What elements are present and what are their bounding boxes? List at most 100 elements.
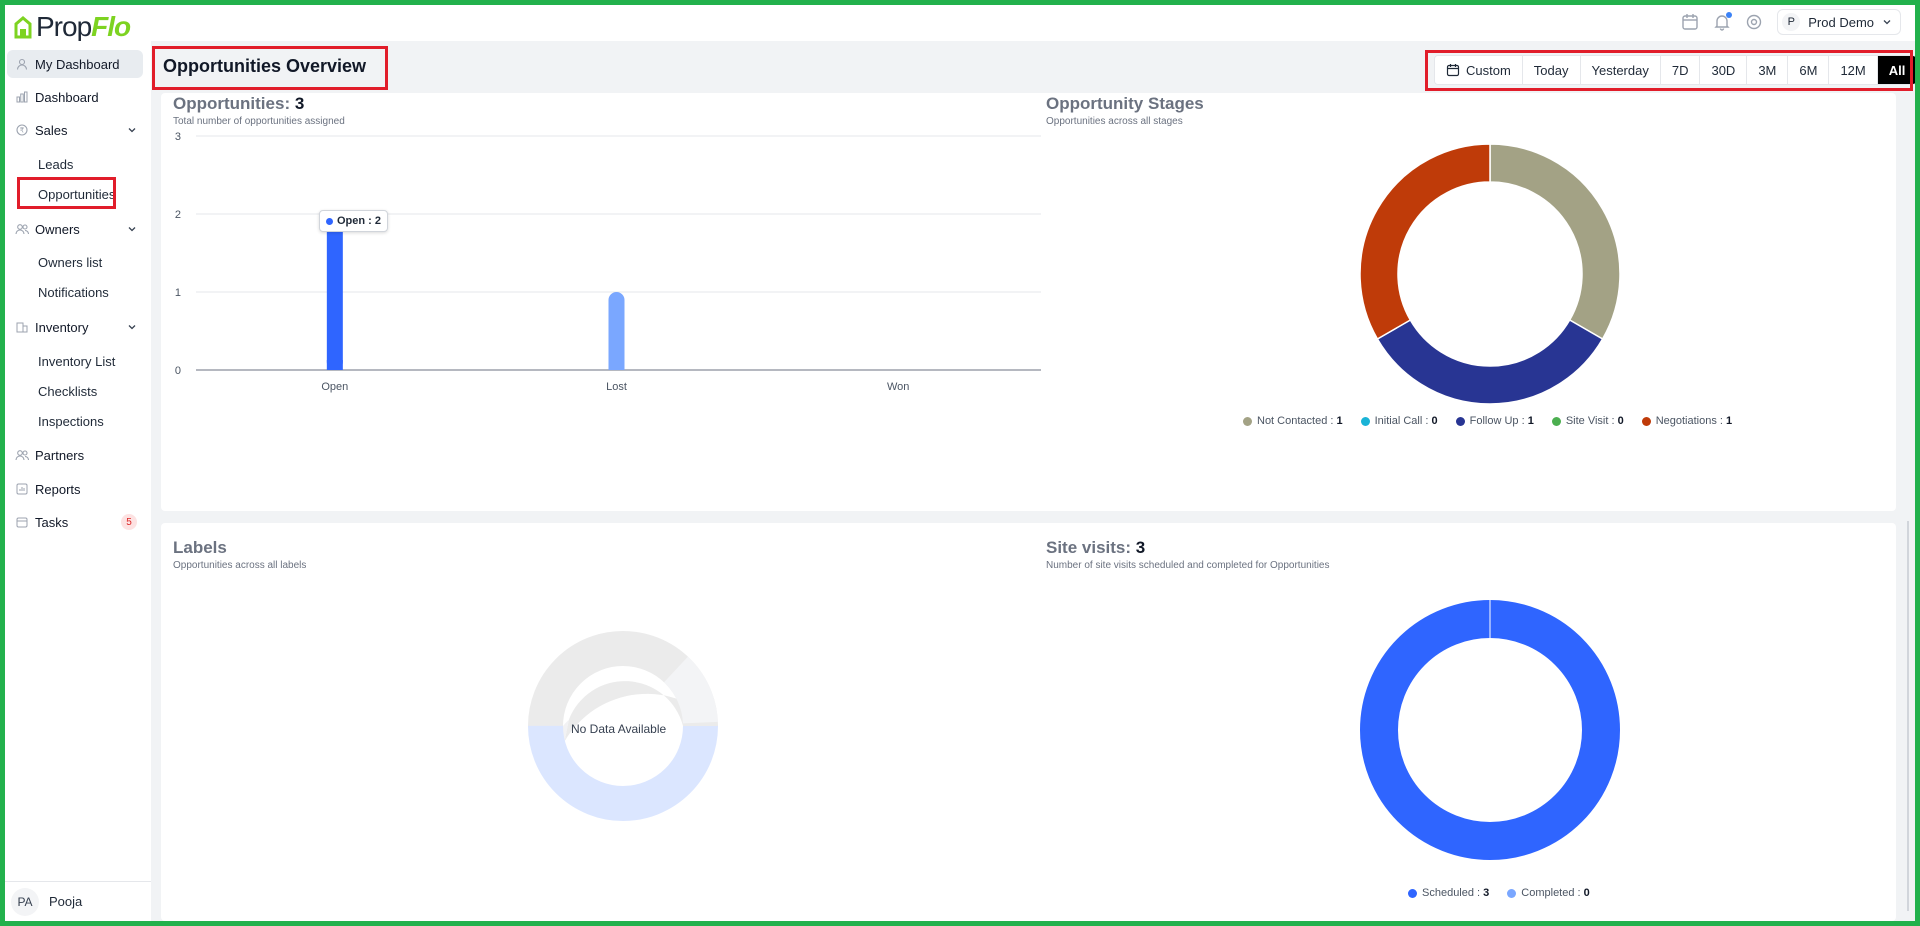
propflo-logo[interactable]: PropFlo [13,11,131,43]
sidebar-item-label: Dashboard [35,89,99,105]
sidebar-subitem-owners-list[interactable]: Owners list [38,255,103,270]
legend-label: Site Visit : 0 [1565,415,1624,427]
sidebar-subitem-notifications[interactable]: Notifications [38,285,109,300]
sidebar-item-label: My Dashboard [35,56,120,72]
sidebar-item-tasks[interactable]: Tasks 5 [7,508,143,536]
sidebar-subitem-opportunities[interactable]: Opportunities [38,187,116,202]
chevron-down-icon [1883,20,1891,25]
main-content: Opportunities Overview Custom Today Yest… [151,41,1918,921]
sidebar-subitem-leads[interactable]: Leads [38,157,74,172]
labels-panel-subtitle: Opportunities across all labels [173,560,307,571]
legend-item[interactable]: Scheduled : 3 [1408,887,1489,899]
sidebar-item-reports[interactable]: Reports [7,475,143,503]
logo-wordmark: PropFlo [36,11,131,42]
bell-icon[interactable] [1713,12,1733,31]
range-3m-button[interactable]: 3M [1747,56,1789,84]
range-7d-button[interactable]: 7D [1660,56,1701,84]
legend-item[interactable]: Not Contacted : 1 [1243,415,1343,427]
user-menu[interactable]: P Prod Demo [1777,9,1901,35]
building-icon [15,320,29,334]
range-6m-button[interactable]: 6M [1788,56,1830,84]
legend-dot [1551,416,1561,426]
labels-empty-donut [528,631,718,821]
range-today-button[interactable]: Today [1522,56,1581,84]
user-icon [15,57,29,71]
stage-segment[interactable] [1359,143,1491,341]
y-tick-label: 3 [175,131,181,143]
legend-value: 1 [1527,415,1534,427]
sidebar-item-owners[interactable]: Owners [7,215,143,243]
y-tick-label: 1 [175,287,181,299]
no-data-message: No Data Available [571,722,667,736]
opportunities-count: 3 [294,94,305,113]
legend-label: Completed : 0 [1521,887,1590,899]
sidebar-item-label: Reports [35,481,81,497]
bar[interactable] [608,292,625,370]
range-all-button[interactable]: All [1877,56,1917,84]
range-yesterday-button[interactable]: Yesterday [1580,56,1661,84]
sidebar-item-label: Sales [35,122,68,138]
report-icon [15,482,29,496]
legend-value: 3 [1483,887,1490,899]
empty-segment-top [564,681,718,742]
users-icon [15,222,29,236]
sidebar-item-partners[interactable]: Partners [7,441,143,469]
site-visits-legend: Scheduled : 3 Completed : 0 [1408,887,1590,899]
legend-dot [1507,888,1517,898]
legend-item[interactable]: Follow Up : 1 [1455,415,1534,427]
calendar-icon[interactable] [1681,13,1699,31]
tooltip-label: Open : 2 [337,215,382,227]
sidebar-item-my-dashboard[interactable]: My Dashboard [7,50,143,78]
avatar: PA [11,887,39,916]
legend-item[interactable]: Completed : 0 [1507,887,1590,899]
bar[interactable] [326,214,343,370]
chevron-down-icon [128,227,136,232]
user-initial: P [1782,13,1801,31]
chevron-down-icon [128,128,136,133]
legend-value: 0 [1617,415,1624,427]
stage-segment[interactable] [1489,143,1621,341]
coin-icon: ₹ [15,123,29,137]
stage-segment[interactable] [1376,318,1604,405]
site-visits-panel-subtitle: Number of site visits scheduled and comp… [1046,560,1330,571]
legend-dot [1455,416,1465,426]
calendar-icon [15,515,29,529]
site-visits-donut-chart [1360,600,1620,860]
legend-label: Not Contacted : 1 [1257,415,1343,427]
visit-segment[interactable] [1360,600,1620,860]
range-30d-button[interactable]: 30D [1700,56,1748,84]
legend-item[interactable]: Negotiations : 1 [1641,415,1733,427]
top-bar: PropFlo P Prod Demo [5,5,1915,43]
sidebar-item-sales[interactable]: ₹ Sales [7,116,143,144]
sidebar-subitem-checklists[interactable]: Checklists [38,384,98,399]
sidebar-user-footer[interactable]: PA Pooja [5,881,151,921]
overview-card-top: Opportunities: 3 Total number of opportu… [161,93,1896,511]
y-tick-label: 0 [175,365,181,377]
sidebar-item-inventory[interactable]: Inventory [7,313,143,341]
tooltip-dot [326,217,333,225]
bar-tooltip: Open : 2 [319,210,389,232]
empty-ring-bottom [528,631,718,821]
user-name: Prod Demo [1808,14,1874,30]
sidebar-subitem-inspections[interactable]: Inspections [38,414,104,429]
x-tick-label: Open [321,381,348,393]
range-12m-button[interactable]: 12M [1829,56,1878,84]
sidebar-subitem-inventory-list[interactable]: Inventory List [38,354,116,369]
top-icons: P Prod Demo [1681,9,1901,35]
legend-label: Scheduled : 3 [1422,887,1490,899]
settings-icon[interactable] [1745,13,1763,31]
opportunities-panel-title: Opportunities: 3 [173,94,305,113]
calendar-icon [1446,64,1460,77]
sidebar-item-dashboard[interactable]: Dashboard [7,83,143,111]
legend-dot [1243,416,1252,426]
legend-item[interactable]: Initial Call : 0 [1360,415,1438,427]
range-custom-button[interactable]: Custom [1435,56,1523,84]
sidebar: My Dashboard Dashboard ₹ Sales Leads Opp… [5,41,151,921]
legend-item[interactable]: Site Visit : 0 [1551,415,1624,427]
page-title: Opportunities Overview [163,56,367,76]
stages-donut-chart [1359,143,1621,405]
legend-label: Follow Up : 1 [1469,415,1534,427]
opportunities-panel-subtitle: Total number of opportunities assigned [173,116,345,127]
legend-label: Negotiations : 1 [1655,415,1733,427]
scrollbar[interactable] [1907,521,1909,911]
